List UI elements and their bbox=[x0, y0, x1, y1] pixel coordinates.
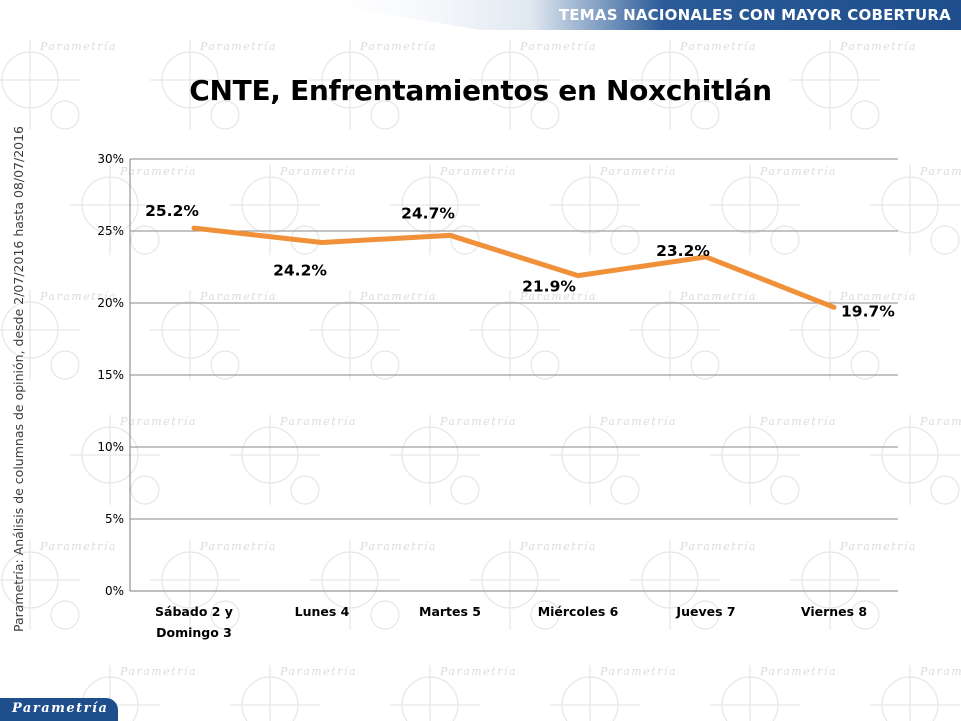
x-tick-label: Viernes 8 bbox=[801, 604, 867, 619]
source-note: Parametría: Análisis de columnas de opin… bbox=[11, 125, 26, 632]
data-label: 24.7% bbox=[401, 204, 455, 222]
watermark-text: Parametría bbox=[199, 290, 277, 303]
x-tick-label: Sábado 2 y Domingo 3 bbox=[155, 604, 233, 640]
watermark-text: Parametría bbox=[839, 540, 917, 553]
watermark-tile: Parametría bbox=[870, 415, 961, 505]
watermark-tile: Parametría bbox=[710, 165, 837, 255]
data-label: 19.7% bbox=[841, 302, 895, 320]
watermark-tile: Parametría bbox=[310, 540, 437, 630]
watermark-tile: Parametría bbox=[550, 415, 677, 505]
watermark-tile: Parametría bbox=[230, 665, 357, 721]
watermark-tile: Parametría bbox=[790, 290, 917, 380]
watermark-text: Parametría bbox=[439, 415, 517, 428]
watermark-tile: Parametría bbox=[470, 40, 597, 130]
watermark-text: Parametría bbox=[599, 665, 677, 678]
watermark-tile: Parametría bbox=[310, 40, 437, 130]
header-title: TEMAS NACIONALES CON MAYOR COBERTURA bbox=[558, 6, 951, 24]
watermark-tile: Parametría bbox=[70, 165, 197, 255]
watermark-text: Parametría bbox=[119, 165, 197, 178]
watermark-text: Parametría bbox=[919, 415, 961, 428]
watermark-text: Parametría bbox=[839, 290, 917, 303]
watermark-text: Parametría bbox=[519, 40, 597, 53]
watermark-text: Parametría bbox=[839, 40, 917, 53]
watermark-tile: Parametría bbox=[0, 290, 117, 380]
watermark-text: Parametría bbox=[599, 415, 677, 428]
watermark-text: Parametría bbox=[119, 665, 197, 678]
watermark-text: Parametría bbox=[359, 540, 437, 553]
x-tick-label: Miércoles 6 bbox=[538, 604, 619, 619]
watermark-tile: Parametría bbox=[790, 40, 917, 130]
watermark-text: Parametría bbox=[759, 165, 837, 178]
watermark-tile: Parametría bbox=[630, 40, 757, 130]
footer-logo: Parametría bbox=[0, 698, 118, 721]
watermark-text: Parametría bbox=[599, 165, 677, 178]
watermark-text: Parametría bbox=[39, 540, 117, 553]
data-label: 23.2% bbox=[656, 242, 710, 260]
watermark-tile: Parametría bbox=[870, 165, 961, 255]
watermark-text: Parametría bbox=[679, 290, 757, 303]
watermark-text: Parametría bbox=[279, 415, 357, 428]
watermark-tile: Parametría bbox=[470, 540, 597, 630]
watermark-text: Parametría bbox=[359, 290, 437, 303]
watermark-tile: Parametría bbox=[0, 40, 117, 130]
watermark-text: Parametría bbox=[519, 540, 597, 553]
watermark-tile: Parametría bbox=[310, 290, 437, 380]
x-tick-label: Jueves 7 bbox=[675, 604, 735, 619]
watermark-tile: Parametría bbox=[550, 665, 677, 721]
watermark-text: Parametría bbox=[39, 40, 117, 53]
watermark-tile: Parametría bbox=[630, 540, 757, 630]
header-band bbox=[300, 0, 961, 30]
watermark-text: Parametría bbox=[279, 665, 357, 678]
watermark-tile: Parametría bbox=[70, 415, 197, 505]
watermark-tile: Parametría bbox=[550, 165, 677, 255]
y-tick-label: 25% bbox=[97, 224, 124, 238]
y-tick-label: 10% bbox=[97, 440, 124, 454]
x-tick-label: Martes 5 bbox=[419, 604, 481, 619]
watermark-text: Parametría bbox=[359, 40, 437, 53]
watermark-text: Parametría bbox=[759, 665, 837, 678]
watermark-tile: Parametría bbox=[470, 290, 597, 380]
watermark-tile: Parametría bbox=[630, 290, 757, 380]
data-label: 25.2% bbox=[145, 202, 199, 220]
x-tick-label: Lunes 4 bbox=[295, 604, 350, 619]
watermark-tile: Parametría bbox=[390, 415, 517, 505]
y-tick-label: 5% bbox=[105, 512, 124, 526]
data-label: 24.2% bbox=[273, 262, 327, 280]
watermark-text: Parametría bbox=[39, 290, 117, 303]
y-tick-label: 30% bbox=[97, 152, 124, 166]
watermark-text: Parametría bbox=[919, 165, 961, 178]
watermark-tile: Parametría bbox=[150, 40, 277, 130]
footer-logo-text: Parametría bbox=[12, 701, 109, 716]
y-tick-label: 15% bbox=[97, 368, 124, 382]
watermark-text: Parametría bbox=[679, 540, 757, 553]
watermark-text: Parametría bbox=[279, 165, 357, 178]
watermark-tile: Parametría bbox=[870, 665, 961, 721]
watermark-tile: Parametría bbox=[230, 415, 357, 505]
watermark-text: Parametría bbox=[199, 40, 277, 53]
watermark-tile: Parametría bbox=[0, 540, 117, 630]
watermark-tile: Parametría bbox=[710, 415, 837, 505]
data-label: 21.9% bbox=[522, 278, 576, 296]
watermark-text: Parametría bbox=[439, 665, 517, 678]
y-tick-label: 20% bbox=[97, 296, 124, 310]
watermark-tile: Parametría bbox=[150, 540, 277, 630]
watermark-text: Parametría bbox=[199, 540, 277, 553]
watermark-tile: Parametría bbox=[790, 540, 917, 630]
watermark-text: Parametría bbox=[119, 415, 197, 428]
y-tick-label: 0% bbox=[105, 584, 124, 598]
watermark-text: Parametría bbox=[439, 165, 517, 178]
watermark-tile: Parametría bbox=[710, 665, 837, 721]
watermark-tile: Parametría bbox=[390, 665, 517, 721]
watermark-text: Parametría bbox=[919, 665, 961, 678]
series-line bbox=[191, 225, 837, 310]
watermark-text: Parametría bbox=[679, 40, 757, 53]
watermark-text: Parametría bbox=[519, 290, 597, 303]
chart-title: CNTE, Enfrentamientos en Noxchitlán bbox=[189, 74, 772, 107]
watermark-text: Parametría bbox=[759, 415, 837, 428]
watermark-tile: Parametría bbox=[390, 165, 517, 255]
watermark-tile: Parametría bbox=[150, 290, 277, 380]
